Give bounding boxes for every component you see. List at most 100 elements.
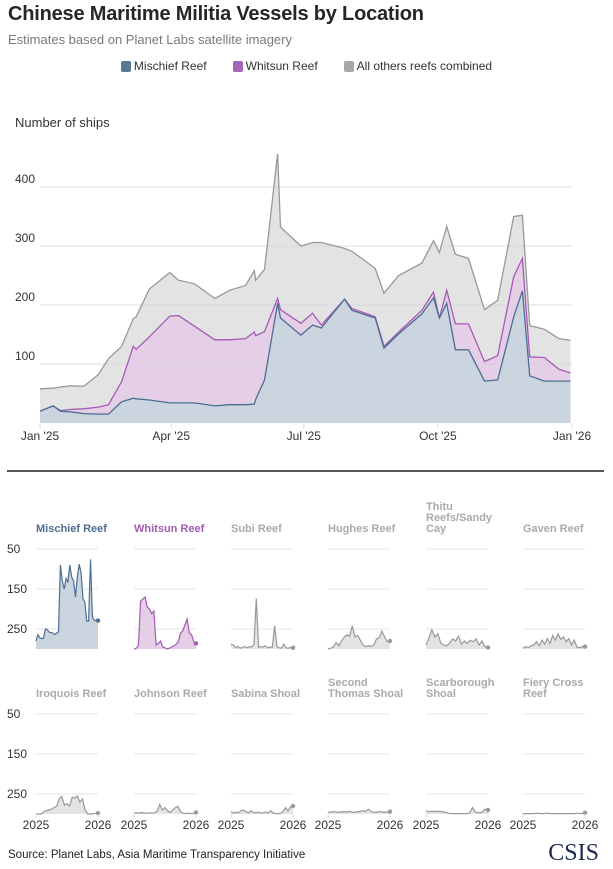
panel-x-tick-label: 2025	[510, 818, 537, 832]
panel-line	[36, 795, 98, 815]
small-multiple-panel: 250 150 50 2025 2026	[7, 707, 112, 832]
legend-label-others: All others reefs combined	[356, 59, 493, 73]
panel-line	[133, 802, 197, 815]
panel-y-tick-label: 150	[7, 747, 27, 761]
small-multiple-panel: 2025 2026	[510, 713, 599, 832]
panel-end-dot	[290, 645, 296, 650]
x-tick-label: Oct '25	[419, 429, 457, 443]
small-multiple-panel	[133, 548, 199, 650]
panel-x-tick-label: 2026	[183, 818, 210, 832]
panel-end-dot	[485, 645, 491, 650]
y-tick-label: 400	[15, 172, 35, 186]
legend-item-mischief[interactable]: Mischief Reef	[120, 59, 207, 73]
panel-line	[133, 595, 197, 650]
chart-subtitle: Estimates based on Planet Labs satellite…	[8, 32, 292, 47]
line-others	[39, 153, 571, 390]
panel-area	[231, 598, 293, 649]
panel-title: Iroquois Reef	[36, 688, 107, 700]
panel-end-dot	[387, 638, 393, 644]
panel-area	[328, 625, 390, 649]
panel-x-tick-label: 2026	[475, 818, 502, 832]
legend-item-whitsun[interactable]: Whitsun Reef	[232, 59, 318, 73]
legend-swatch-mischief	[120, 60, 131, 72]
legend-label-mischief: Mischief Reef	[133, 59, 207, 73]
panel-line	[522, 632, 585, 649]
legend-swatch-whitsun	[232, 60, 243, 72]
panel-title: Thitu Reefs/Sandy Cay	[426, 501, 493, 535]
panel-y-tick-label: 50	[7, 542, 21, 556]
panel-title: Mischief Reef	[36, 523, 107, 535]
panel-y-tick-label: 250	[7, 622, 27, 636]
panel-title: Sabina Shoal	[231, 688, 301, 700]
panel-line	[230, 805, 294, 815]
legend: Mischief Reef Whitsun Reef All others re…	[0, 59, 613, 73]
small-multiple-panel	[522, 548, 588, 649]
panel-x-tick-label: 2025	[413, 818, 440, 832]
panel-line	[230, 598, 294, 649]
panel-x-tick-label: 2025	[23, 818, 50, 832]
panel-x-tick-label: 2025	[218, 818, 245, 832]
panel-title: Johnson Reef	[134, 688, 207, 700]
legend-label-whitsun: Whitsun Reef	[245, 59, 318, 73]
legend-item-others[interactable]: All others reefs combined	[343, 59, 493, 73]
small-multiple-panel	[425, 548, 491, 650]
panel-area	[426, 807, 488, 814]
panel-line	[35, 559, 98, 642]
panel-area	[36, 559, 98, 649]
panel-end-dot	[290, 803, 296, 809]
panel-y-tick-label: 150	[7, 582, 27, 596]
panel-title: Hughes Reef	[328, 523, 396, 535]
area-whitsun	[40, 258, 571, 415]
panel-y-tick-label: 250	[7, 787, 27, 801]
area-mischief	[40, 290, 571, 423]
panel-end-dot	[582, 810, 588, 815]
panel-area	[134, 597, 196, 649]
small-multiple-panel: 250 150 50	[7, 542, 101, 649]
chart-title: Chinese Maritime Militia Vessels by Loca…	[8, 3, 424, 25]
panel-end-dot	[193, 641, 199, 646]
panel-end-dot	[95, 618, 101, 623]
x-tick-label: Jan '25	[21, 429, 60, 443]
panel-x-tick-label: 2026	[377, 818, 404, 832]
line-whitsun	[39, 255, 571, 412]
x-tick-label: Jan '26	[553, 429, 592, 443]
section-divider	[7, 470, 604, 472]
panel-x-tick-label: 2025	[121, 818, 148, 832]
source-note: Source: Planet Labs, Asia Maritime Trans…	[8, 849, 306, 861]
panel-title: Subi Reef	[231, 523, 282, 535]
panel-line	[327, 808, 391, 814]
panel-y-tick-label: 50	[7, 707, 21, 721]
panel-title: Scarborough Shoal	[426, 677, 495, 700]
panel-title: Whitsun Reef	[134, 523, 205, 535]
panel-line	[523, 812, 586, 815]
small-multiple-panel: 2025 2026	[121, 713, 210, 832]
panel-end-dot	[95, 811, 101, 816]
small-multiple-panel	[230, 548, 296, 650]
panel-line	[425, 628, 489, 648]
y-tick-label: 100	[15, 349, 35, 363]
small-multiple-panel: 2025 2026	[218, 713, 307, 832]
panel-end-dot	[387, 809, 393, 814]
area-others	[40, 154, 571, 412]
x-tick-label: Jul '25	[287, 429, 322, 443]
y-tick-label: 200	[15, 290, 35, 304]
panel-title: Gaven Reef	[523, 523, 584, 535]
panel-title: Second Thomas Shoal	[328, 677, 404, 700]
x-tick-label: Apr '25	[152, 429, 190, 443]
panel-end-dot	[582, 644, 588, 649]
small-multiple-panel: 2025 2026	[413, 713, 502, 832]
panel-x-tick-label: 2026	[85, 818, 112, 832]
y-axis-title: Number of ships	[15, 115, 110, 130]
csis-logo[interactable]: CSIS	[548, 840, 599, 866]
panel-area	[523, 633, 585, 649]
legend-swatch-others	[343, 60, 354, 72]
panel-x-tick-label: 2026	[572, 818, 599, 832]
panel-title: Fiery Cross Reef	[523, 677, 584, 700]
y-tick-label: 300	[15, 231, 35, 245]
panel-end-dot	[485, 807, 491, 813]
panel-line	[327, 625, 391, 650]
panel-x-tick-label: 2026	[280, 818, 307, 832]
panel-x-tick-label: 2025	[315, 818, 342, 832]
line-mischief	[39, 290, 571, 415]
